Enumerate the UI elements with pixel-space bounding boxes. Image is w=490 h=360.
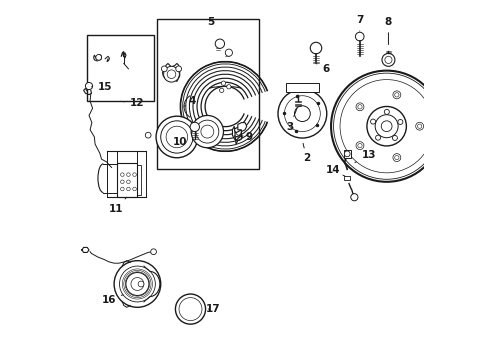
Circle shape [367, 107, 406, 146]
Text: 9: 9 [237, 132, 252, 142]
Circle shape [126, 187, 130, 191]
Circle shape [370, 119, 375, 124]
Bar [343, 149, 351, 158]
Circle shape [121, 187, 124, 191]
Text: 8: 8 [385, 17, 392, 45]
Circle shape [201, 125, 214, 138]
Text: 6: 6 [316, 63, 329, 74]
Bar [157, 19, 259, 169]
Circle shape [161, 66, 167, 72]
Circle shape [121, 173, 124, 176]
Circle shape [167, 70, 176, 78]
Circle shape [416, 122, 423, 130]
Circle shape [340, 80, 433, 173]
Circle shape [166, 126, 188, 148]
Circle shape [146, 132, 151, 138]
Circle shape [191, 116, 223, 148]
Bar [343, 176, 350, 180]
Text: 1: 1 [0, 359, 1, 360]
Circle shape [133, 173, 136, 176]
Circle shape [96, 54, 101, 60]
Circle shape [126, 273, 149, 296]
Text: 3: 3 [286, 108, 297, 132]
Text: 14: 14 [325, 165, 345, 176]
Circle shape [375, 115, 398, 138]
Circle shape [356, 141, 364, 149]
Circle shape [151, 249, 156, 255]
Polygon shape [117, 163, 137, 197]
Circle shape [331, 71, 442, 182]
Circle shape [156, 116, 197, 158]
Bar [87, 35, 153, 101]
Text: 15: 15 [92, 82, 112, 92]
Circle shape [114, 261, 161, 307]
Text: 5: 5 [207, 17, 215, 27]
Circle shape [196, 120, 219, 143]
Text: 4: 4 [184, 96, 196, 107]
Circle shape [417, 124, 422, 129]
Circle shape [190, 122, 199, 132]
Circle shape [358, 143, 362, 148]
Circle shape [131, 278, 144, 291]
Circle shape [394, 156, 399, 160]
Circle shape [278, 89, 327, 138]
Circle shape [375, 135, 381, 140]
Circle shape [227, 85, 231, 89]
Circle shape [138, 281, 144, 287]
Circle shape [382, 53, 395, 66]
Text: 7: 7 [356, 15, 364, 31]
Circle shape [384, 109, 390, 114]
Text: 17: 17 [205, 304, 220, 314]
Text: 2: 2 [303, 143, 310, 163]
Circle shape [294, 106, 310, 122]
Text: 16: 16 [101, 295, 123, 305]
Circle shape [176, 66, 181, 72]
Bar [286, 83, 318, 92]
Circle shape [179, 298, 202, 320]
Circle shape [351, 194, 358, 201]
Text: 11: 11 [109, 197, 126, 214]
Circle shape [398, 120, 403, 125]
Circle shape [358, 105, 362, 109]
Circle shape [221, 81, 225, 85]
Circle shape [161, 121, 193, 153]
Text: 10: 10 [173, 132, 193, 147]
Circle shape [164, 66, 179, 82]
Text: 13: 13 [355, 150, 376, 162]
Text: 12: 12 [121, 98, 145, 108]
Circle shape [355, 32, 364, 41]
Circle shape [385, 56, 392, 63]
Circle shape [121, 180, 124, 184]
Circle shape [334, 73, 440, 179]
Circle shape [85, 82, 93, 90]
Circle shape [393, 91, 401, 99]
Circle shape [225, 49, 232, 56]
Circle shape [392, 135, 397, 140]
Circle shape [220, 88, 224, 93]
Circle shape [120, 266, 155, 302]
Polygon shape [232, 123, 247, 144]
Circle shape [344, 151, 350, 157]
Circle shape [175, 294, 205, 324]
Circle shape [394, 93, 399, 97]
Circle shape [381, 121, 392, 132]
Circle shape [126, 173, 130, 176]
Circle shape [126, 180, 130, 184]
Circle shape [285, 96, 320, 132]
Polygon shape [119, 165, 141, 195]
Circle shape [310, 42, 322, 54]
Circle shape [215, 39, 224, 48]
Circle shape [356, 103, 364, 111]
Circle shape [133, 187, 136, 191]
Polygon shape [163, 63, 180, 81]
Circle shape [393, 154, 401, 162]
